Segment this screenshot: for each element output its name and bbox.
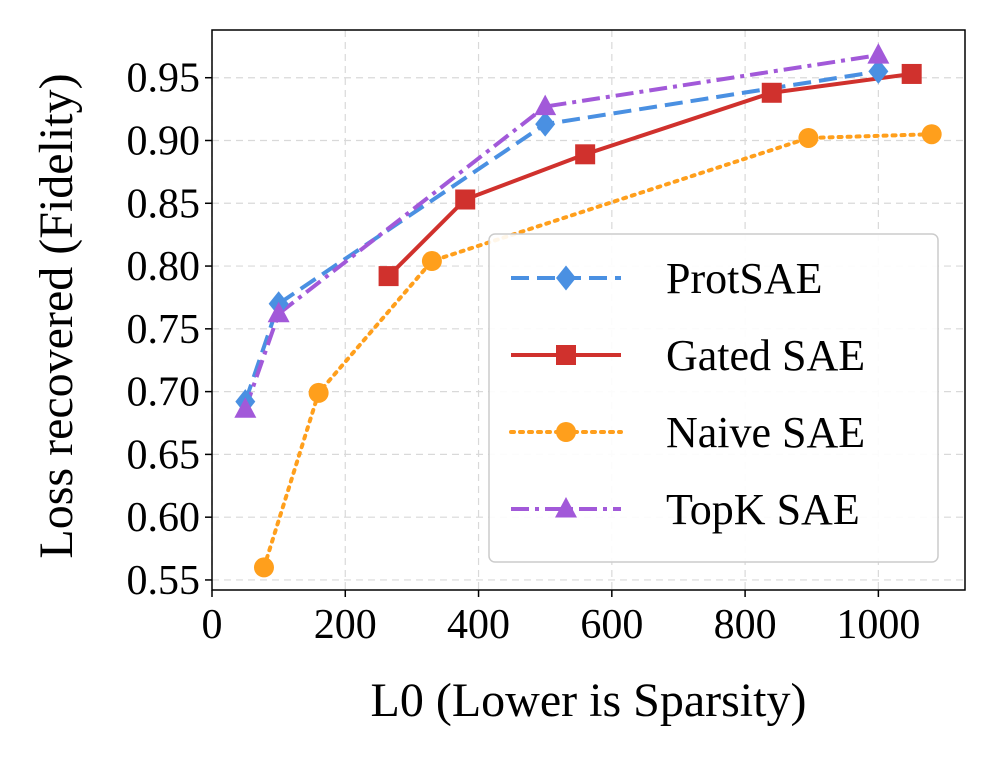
y-axis-title: Loss recovered (Fidelity) xyxy=(30,73,83,558)
naive-sae-line xyxy=(261,132,934,570)
y-tick-label: 0.90 xyxy=(127,118,201,164)
y-axis: 0.55 0.60 0.65 0.70 0.75 0.80 0.85 0.90 0.95 xyxy=(127,56,212,604)
y-tick-label: 0.60 xyxy=(127,495,201,541)
x-tick-label: 1000 xyxy=(836,602,920,648)
naive-sae-point xyxy=(921,124,942,145)
naive-sae-point xyxy=(421,251,442,272)
legend-gated-sae-label: Gated SAE xyxy=(666,331,865,380)
x-tick-label: 400 xyxy=(447,602,510,648)
protsae-point xyxy=(868,58,889,84)
x-tick-label: 200 xyxy=(314,602,377,648)
legend-naive-sae-marker xyxy=(556,422,576,442)
topk-sae-point xyxy=(234,397,257,418)
y-tick-label: 0.65 xyxy=(127,432,201,478)
legend-gated-sae-marker xyxy=(556,345,576,365)
legend-topk-sae-label: TopK SAE xyxy=(666,485,860,534)
y-tick-label: 0.55 xyxy=(127,558,201,604)
x-tick-label: 0 xyxy=(202,602,223,648)
legend-protsae-label: ProtSAE xyxy=(666,254,822,303)
legend: ProtSAE Gated SAE Naive SAE TopK SAE xyxy=(488,233,939,563)
gated-sae-point xyxy=(901,63,922,84)
legend-box xyxy=(488,233,939,563)
protsae-point xyxy=(535,111,556,137)
x-tick-label: 600 xyxy=(580,602,643,648)
legend-protsae-marker xyxy=(556,265,576,291)
naive-sae-point xyxy=(308,382,329,403)
protsae-line xyxy=(243,69,879,403)
x-axis-title: L0 (Lower is Sparsity) xyxy=(371,674,807,727)
legend-naive-sae-label: Naive SAE xyxy=(666,408,865,457)
x-tick-label: 800 xyxy=(714,602,777,648)
gated-sae-point xyxy=(575,144,596,165)
gated-sae-point xyxy=(455,189,476,210)
topk-sae-line xyxy=(243,53,879,410)
naive-sae-point xyxy=(253,557,274,578)
y-tick-label: 0.75 xyxy=(127,307,201,353)
y-tick-label: 0.95 xyxy=(127,56,201,102)
y-tick-label: 0.85 xyxy=(127,181,201,227)
y-tick-label: 0.70 xyxy=(127,370,201,416)
y-tick-label: 0.80 xyxy=(127,244,201,290)
naive-sae-point xyxy=(798,127,819,148)
gated-sae-point xyxy=(761,82,782,103)
plot-frame xyxy=(211,29,966,591)
legend-topk-sae-marker xyxy=(555,497,577,518)
series-markers xyxy=(234,43,942,578)
x-axis: 0 200 400 600 800 1000 xyxy=(202,590,920,648)
topk-sae-point xyxy=(267,301,290,323)
gated-sae-point xyxy=(378,266,399,287)
topk-sae-point xyxy=(534,94,557,116)
topk-sae-point xyxy=(867,43,890,64)
